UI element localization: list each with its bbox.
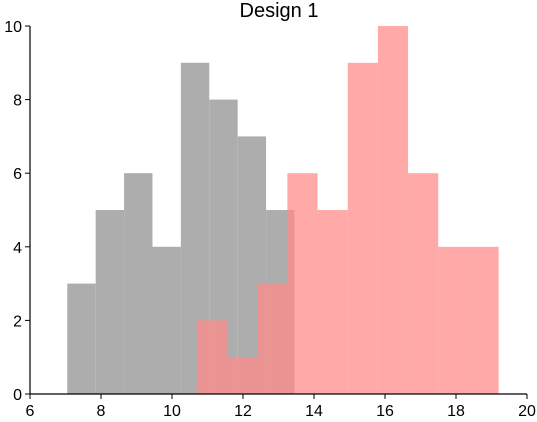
- x-tick-label: 16: [376, 403, 394, 420]
- y-tick-label: 8: [13, 93, 22, 110]
- x-tick-label: 6: [26, 403, 35, 420]
- y-tick-label: 2: [13, 313, 22, 330]
- histogram-bar: [347, 62, 378, 395]
- chart-title: Design 1: [240, 0, 319, 22]
- axes: 6 8 10 12 14 16 18 20 0 2 4 6 8 10: [4, 19, 536, 420]
- histogram-bar: [317, 210, 348, 394]
- y-tick-label: 6: [13, 166, 22, 183]
- histogram-bar: [287, 173, 318, 394]
- y-tick-label: 10: [4, 19, 22, 36]
- histogram-bar: [257, 283, 288, 394]
- y-tick-label: 0: [13, 387, 22, 404]
- y-tick-label: 4: [13, 240, 22, 257]
- histogram-bar: [227, 357, 258, 394]
- histogram-bar: [67, 283, 96, 394]
- x-tick-label: 10: [163, 403, 181, 420]
- histogram-bar: [377, 26, 409, 394]
- histogram-bar: [152, 246, 181, 394]
- x-tick-label: 14: [305, 403, 323, 420]
- histogram-bar: [408, 173, 439, 394]
- x-tick-label: 18: [447, 403, 465, 420]
- histogram-bar: [95, 210, 125, 394]
- histogram-bar: [196, 320, 228, 394]
- histogram-bar: [124, 173, 153, 394]
- x-tick-label: 8: [97, 403, 106, 420]
- histogram-bars: [67, 26, 499, 395]
- histogram-bar: [438, 246, 469, 394]
- x-tick-label: 20: [518, 403, 536, 420]
- histogram-bar: [468, 246, 499, 394]
- x-tick-label: 12: [234, 403, 252, 420]
